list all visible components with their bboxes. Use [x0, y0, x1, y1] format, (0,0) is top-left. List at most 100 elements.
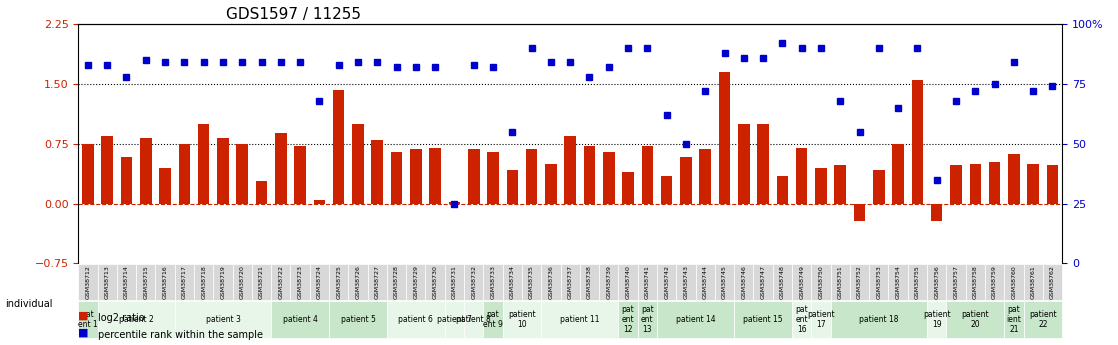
Bar	[584, 146, 595, 204]
Text: GSM38750: GSM38750	[818, 265, 824, 299]
Text: GSM38735: GSM38735	[529, 265, 534, 299]
Text: GSM38730: GSM38730	[433, 265, 437, 299]
Text: GSM38755: GSM38755	[915, 265, 920, 299]
Bar	[969, 164, 982, 204]
Bar	[661, 176, 672, 204]
FancyBboxPatch shape	[714, 265, 735, 300]
FancyBboxPatch shape	[368, 265, 387, 300]
FancyBboxPatch shape	[985, 265, 1004, 300]
Text: GSM38743: GSM38743	[683, 265, 689, 299]
FancyBboxPatch shape	[252, 265, 272, 300]
Bar	[854, 204, 865, 221]
FancyBboxPatch shape	[1023, 301, 1062, 338]
FancyBboxPatch shape	[291, 265, 310, 300]
Text: patient 2: patient 2	[119, 315, 153, 324]
FancyBboxPatch shape	[97, 301, 174, 338]
Text: GSM38717: GSM38717	[182, 265, 187, 299]
FancyBboxPatch shape	[792, 301, 812, 338]
FancyBboxPatch shape	[387, 265, 406, 300]
FancyBboxPatch shape	[1023, 265, 1043, 300]
Text: patient 15: patient 15	[743, 315, 783, 324]
Text: GSM38753: GSM38753	[877, 265, 881, 299]
FancyBboxPatch shape	[483, 265, 503, 300]
Bar	[738, 124, 749, 204]
Bar	[429, 148, 440, 204]
FancyBboxPatch shape	[735, 301, 792, 338]
FancyBboxPatch shape	[946, 265, 966, 300]
Text: GSM38758: GSM38758	[973, 265, 978, 299]
Text: percentile rank within the sample: percentile rank within the sample	[98, 330, 264, 340]
Text: GSM38754: GSM38754	[896, 265, 901, 299]
FancyBboxPatch shape	[155, 265, 174, 300]
Text: pat
ent
12: pat ent 12	[622, 305, 634, 334]
Text: GSM38725: GSM38725	[337, 265, 341, 299]
FancyBboxPatch shape	[1043, 265, 1062, 300]
Bar	[121, 157, 132, 204]
Bar	[217, 138, 229, 204]
Text: GSM38745: GSM38745	[722, 265, 727, 299]
FancyBboxPatch shape	[464, 265, 483, 300]
FancyBboxPatch shape	[831, 265, 850, 300]
Bar	[448, 202, 461, 204]
Text: patient 5: patient 5	[341, 315, 376, 324]
FancyBboxPatch shape	[445, 265, 464, 300]
Text: GSM38738: GSM38738	[587, 265, 591, 299]
FancyBboxPatch shape	[560, 265, 580, 300]
Bar	[159, 168, 171, 204]
FancyBboxPatch shape	[174, 265, 195, 300]
Text: GSM38716: GSM38716	[162, 265, 168, 299]
FancyBboxPatch shape	[541, 265, 560, 300]
FancyBboxPatch shape	[329, 301, 387, 338]
FancyBboxPatch shape	[503, 265, 522, 300]
Bar	[796, 148, 807, 204]
Text: ■: ■	[78, 311, 88, 321]
Bar	[911, 80, 923, 204]
FancyBboxPatch shape	[927, 301, 946, 338]
Text: GSM38744: GSM38744	[703, 265, 708, 299]
FancyBboxPatch shape	[522, 265, 541, 300]
Bar	[642, 146, 653, 204]
Bar	[333, 90, 344, 204]
Text: GSM38752: GSM38752	[858, 265, 862, 299]
Text: GSM38734: GSM38734	[510, 265, 514, 299]
Text: GSM38741: GSM38741	[645, 265, 650, 299]
Text: GSM38714: GSM38714	[124, 265, 129, 299]
Text: GSM38729: GSM38729	[414, 265, 418, 299]
FancyBboxPatch shape	[329, 265, 349, 300]
FancyBboxPatch shape	[174, 301, 272, 338]
FancyBboxPatch shape	[657, 265, 676, 300]
Bar	[700, 149, 711, 204]
Text: GSM38757: GSM38757	[954, 265, 958, 299]
Text: GSM38723: GSM38723	[297, 265, 303, 299]
Bar	[931, 204, 942, 221]
FancyBboxPatch shape	[946, 301, 1004, 338]
Text: GSM38712: GSM38712	[85, 265, 91, 299]
Text: patient 7: patient 7	[437, 315, 472, 324]
FancyBboxPatch shape	[78, 265, 97, 300]
FancyBboxPatch shape	[637, 301, 657, 338]
Text: GSM38728: GSM38728	[394, 265, 399, 299]
FancyBboxPatch shape	[78, 301, 97, 338]
Text: individual: individual	[6, 299, 53, 308]
Text: GDS1597 / 11255: GDS1597 / 11255	[226, 7, 361, 22]
Text: GSM38740: GSM38740	[626, 265, 631, 299]
Text: patient 18: patient 18	[859, 315, 899, 324]
Bar	[892, 144, 904, 204]
Text: patient
17: patient 17	[807, 310, 835, 329]
Text: GSM38733: GSM38733	[491, 265, 495, 299]
Text: GSM38724: GSM38724	[316, 265, 322, 299]
Bar	[1008, 154, 1020, 204]
FancyBboxPatch shape	[1004, 301, 1023, 338]
Text: GSM38737: GSM38737	[568, 265, 572, 299]
FancyBboxPatch shape	[483, 301, 503, 338]
FancyBboxPatch shape	[695, 265, 714, 300]
FancyBboxPatch shape	[812, 301, 831, 338]
Bar	[525, 149, 538, 204]
Bar	[371, 140, 383, 204]
Text: GSM38756: GSM38756	[935, 265, 939, 299]
Text: GSM38761: GSM38761	[1031, 265, 1035, 299]
Text: GSM38736: GSM38736	[549, 265, 553, 299]
Bar	[815, 168, 826, 204]
Text: GSM38762: GSM38762	[1050, 265, 1055, 299]
Text: GSM38721: GSM38721	[259, 265, 264, 299]
